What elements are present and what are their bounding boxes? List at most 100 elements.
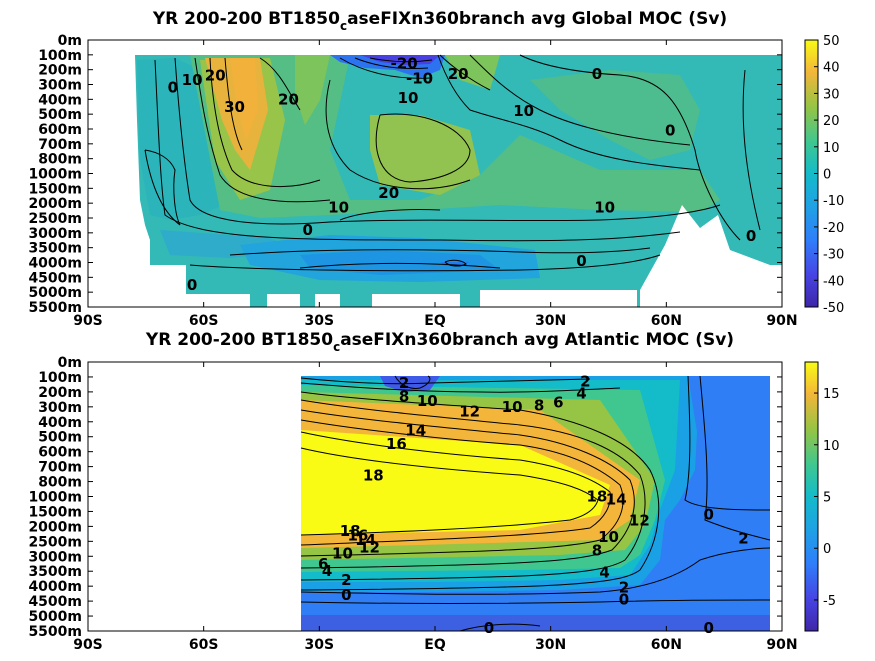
contour-label: 2 [399,374,409,392]
x-tick-label: 90N [766,637,797,653]
colorbar-tick-label: 40 [823,61,840,76]
contour-label: 18 [340,522,361,540]
x-tick-label: 30S [305,313,335,329]
colorbar-tick-label: -5 [823,594,836,609]
contour-label: 18 [363,467,384,485]
contour-label: 20 [378,184,399,202]
y-tick-label: 4500m [28,270,82,286]
y-tick-label: 600m [38,122,82,138]
y-tick-label: 1500m [28,181,82,197]
colorbar-tick-label: -30 [823,248,844,263]
colorbar-tick-label: -50 [823,301,844,316]
contour-label: 2 [619,579,629,597]
y-tick-label: 5500m [28,624,82,640]
y-tick-label: 400m [38,92,82,108]
global-moc-field [135,55,782,307]
contour-label: 0 [303,221,313,239]
contour-label: 4 [576,384,586,402]
y-tick-label: 2500m [28,211,82,227]
x-tick-label: EQ [424,313,446,329]
y-tick-label: 500m [38,107,82,123]
contour-label: 6 [318,555,328,573]
contour-label: 4 [322,562,332,580]
contour-label: 8 [399,387,409,405]
atlantic-moc-x-ticks: 90S 60S 30S EQ 30N 60N 90N [73,362,798,653]
x-tick-label: 30N [535,637,566,653]
x-tick-label: EQ [424,637,446,653]
contour-label: -10 [406,70,433,88]
contour-label: 10 [598,528,619,546]
y-tick-label: 2000m [28,519,82,535]
contour-label: 8 [534,396,544,414]
x-tick-label: 90N [766,313,797,329]
colorbar-tick-label: 20 [823,114,840,129]
contour-label: 12 [359,538,380,556]
contour-label: 10 [513,102,534,120]
contour-label: 0 [704,505,714,523]
x-tick-label: 30S [305,637,335,653]
atlantic-moc-colorbar-ticks: 15 10 5 0 -5 [814,387,840,609]
x-tick-label: 60S [189,313,219,329]
contour-label: 10 [328,199,349,217]
atlantic-moc-contours [300,375,771,631]
contour-label: 0 [168,78,178,96]
contour-label: 0 [619,591,629,609]
y-tick-label: 800m [38,475,82,491]
y-tick-label: 500m [38,430,82,446]
contour-label: 14 [606,490,627,508]
contour-label: 14 [355,531,376,549]
y-tick-label: 3000m [28,549,82,565]
y-tick-label: 5500m [28,300,82,316]
y-tick-label: 3000m [28,226,82,242]
y-tick-label: 1000m [28,167,82,183]
contour-label: 10 [332,544,353,562]
y-tick-label: 800m [38,152,82,168]
global-moc-x-ticks: 90S 60S 30S EQ 30N 60N 90N [73,40,798,329]
x-tick-label: 30N [535,313,566,329]
global-moc-contours [144,54,761,272]
contour-label: 2 [341,571,351,589]
y-tick-label: 3500m [28,564,82,580]
contour-label: 20 [278,90,299,108]
contour-label: 18 [586,488,607,506]
colorbar-tick-label: 0 [823,542,831,557]
contour-label: 14 [405,422,426,440]
atlantic-moc-panel: YR 200-200 BT1850caseFIXn360branch avg A… [28,330,839,653]
colorbar-tick-label: 0 [823,168,831,183]
atlantic-moc-field [301,376,770,631]
contour-label: 16 [386,435,407,453]
colorbar-tick-label: 5 [823,491,831,506]
y-tick-label: 2000m [28,196,82,212]
colorbar-tick-label: -20 [823,221,844,236]
y-tick-label: 4000m [28,256,82,272]
y-tick-label: 5000m [28,285,82,301]
colorbar-tick-label: 30 [823,87,840,102]
y-tick-label: 100m [38,370,82,386]
atlantic-moc-title: YR 200-200 BT1850caseFIXn360branch avg A… [145,330,734,354]
y-tick-label: 1500m [28,504,82,520]
contour-label: 4 [599,564,609,582]
contour-label: 12 [629,511,650,529]
contour-label: 0 [746,227,756,245]
y-tick-label: 200m [38,385,82,401]
y-tick-label: 2500m [28,534,82,550]
contour-label: 20 [205,67,226,85]
y-tick-label: 300m [38,400,82,416]
y-tick-label: 600m [38,445,82,461]
y-tick-label: 0m [58,355,82,371]
x-tick-label: 90S [73,313,103,329]
y-tick-label: 0m [58,33,82,49]
x-tick-label: 60N [651,313,682,329]
x-tick-label: 60N [651,637,682,653]
global-moc-panel: YR 200-200 BT1850caseFIXn360branch avg G… [28,9,844,329]
contour-label: 10 [182,71,203,89]
y-tick-label: 700m [38,137,82,153]
colorbar-tick-label: -40 [823,274,844,289]
contour-label: 0 [665,121,675,139]
contour-label: 0 [704,619,714,637]
atlantic-moc-y-ticks: 0m100m200m300m400m500m600m700m800m1000m1… [28,355,782,640]
global-moc-colorbar-ticks: 50 40 30 20 10 0 -10 -20 -30 -40 -50 [814,34,844,316]
